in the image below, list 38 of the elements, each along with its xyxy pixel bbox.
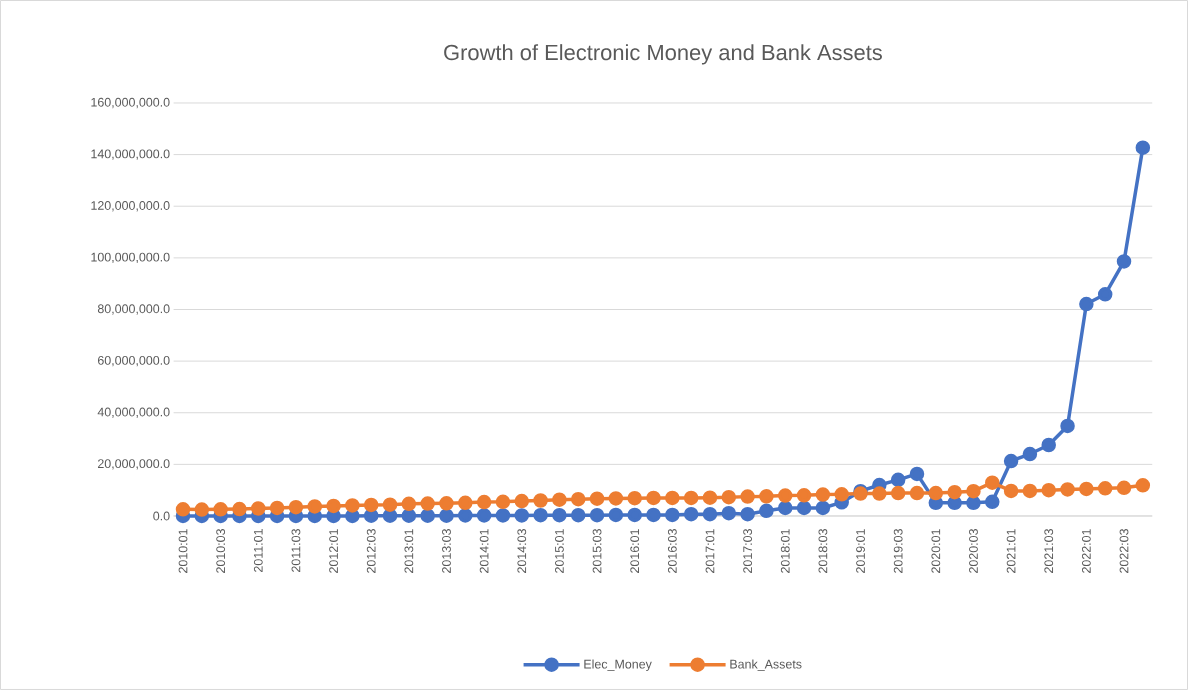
x-tick-label: 2015:03 <box>592 529 602 573</box>
y-tick-label: 80,000,000.0 <box>97 304 170 315</box>
x-tick-label: 2017:01 <box>705 529 715 573</box>
x-tick-label: 2013:03 <box>442 529 451 573</box>
x-tick-label: 2018:03 <box>818 529 828 573</box>
y-tick-label: 120,000,000.0 <box>91 201 170 212</box>
x-tick-label: 2012:03 <box>366 529 376 573</box>
x-tick-label: 2020:03 <box>969 529 978 573</box>
chart-title: Growth of Electronic Money and Bank Assets <box>444 44 882 65</box>
x-tick-label: 2019:01 <box>856 529 865 573</box>
x-tick-label: 2018:01 <box>780 529 790 573</box>
x-tick-label: 2011:03 <box>291 529 301 572</box>
x-tick-label: 2020:01 <box>931 529 941 573</box>
x-tick-label: 2011:01 <box>253 529 263 572</box>
x-tick-label: 2013:01 <box>404 529 414 573</box>
y-tick-label: 60,000,000.0 <box>97 355 170 367</box>
y-tick-label: 40,000,000.0 <box>97 407 170 418</box>
x-tick-label: 2014:01 <box>479 529 489 573</box>
x-tick-label: 2015:01 <box>555 529 564 573</box>
x-tick-label: 2016:01 <box>630 529 640 573</box>
x-tick-label: 2016:03 <box>667 529 677 573</box>
x-tick-label: 2014:03 <box>517 529 527 573</box>
x-tick-label: 2010:03 <box>216 529 226 573</box>
y-tick-label: 160,000,000.0 <box>91 97 170 109</box>
legend-label: Elec_Money <box>584 659 652 672</box>
x-tick-label: 2022:03 <box>1119 529 1129 573</box>
legend-label: Bank_Assets <box>730 659 802 671</box>
x-tick-label: 2021:03 <box>1044 529 1054 573</box>
y-tick-label: 140,000,000.0 <box>91 149 170 160</box>
y-tick-label: 100,000,000.0 <box>91 252 170 263</box>
y-tick-label: 0.0 <box>153 511 170 521</box>
x-tick-label: 2017:03 <box>743 529 753 573</box>
y-tick-label: 20,000,000.0 <box>97 459 170 470</box>
x-tick-label: 2019:03 <box>893 529 903 573</box>
x-tick-label: 2012:01 <box>329 529 338 573</box>
x-tick-label: 2021:01 <box>1006 529 1016 573</box>
x-tick-label: 2022:01 <box>1081 529 1091 573</box>
x-tick-label: 2010:01 <box>178 529 188 573</box>
